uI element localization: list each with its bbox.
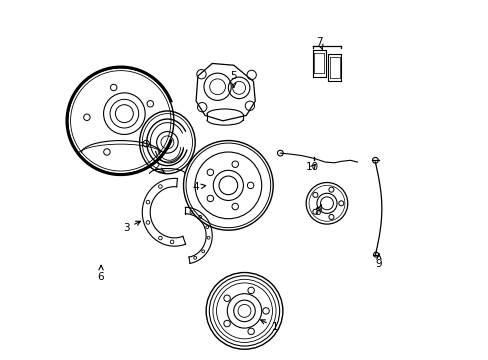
Text: 7: 7	[316, 37, 323, 50]
Text: 3: 3	[122, 221, 140, 233]
Text: 6: 6	[98, 265, 104, 282]
Text: 8: 8	[314, 204, 321, 217]
Text: 4: 4	[192, 182, 205, 192]
Text: 5: 5	[230, 71, 237, 87]
Text: 2: 2	[153, 162, 165, 173]
Text: 10: 10	[305, 162, 319, 172]
Text: 9: 9	[375, 254, 382, 269]
Text: 1: 1	[260, 320, 278, 332]
